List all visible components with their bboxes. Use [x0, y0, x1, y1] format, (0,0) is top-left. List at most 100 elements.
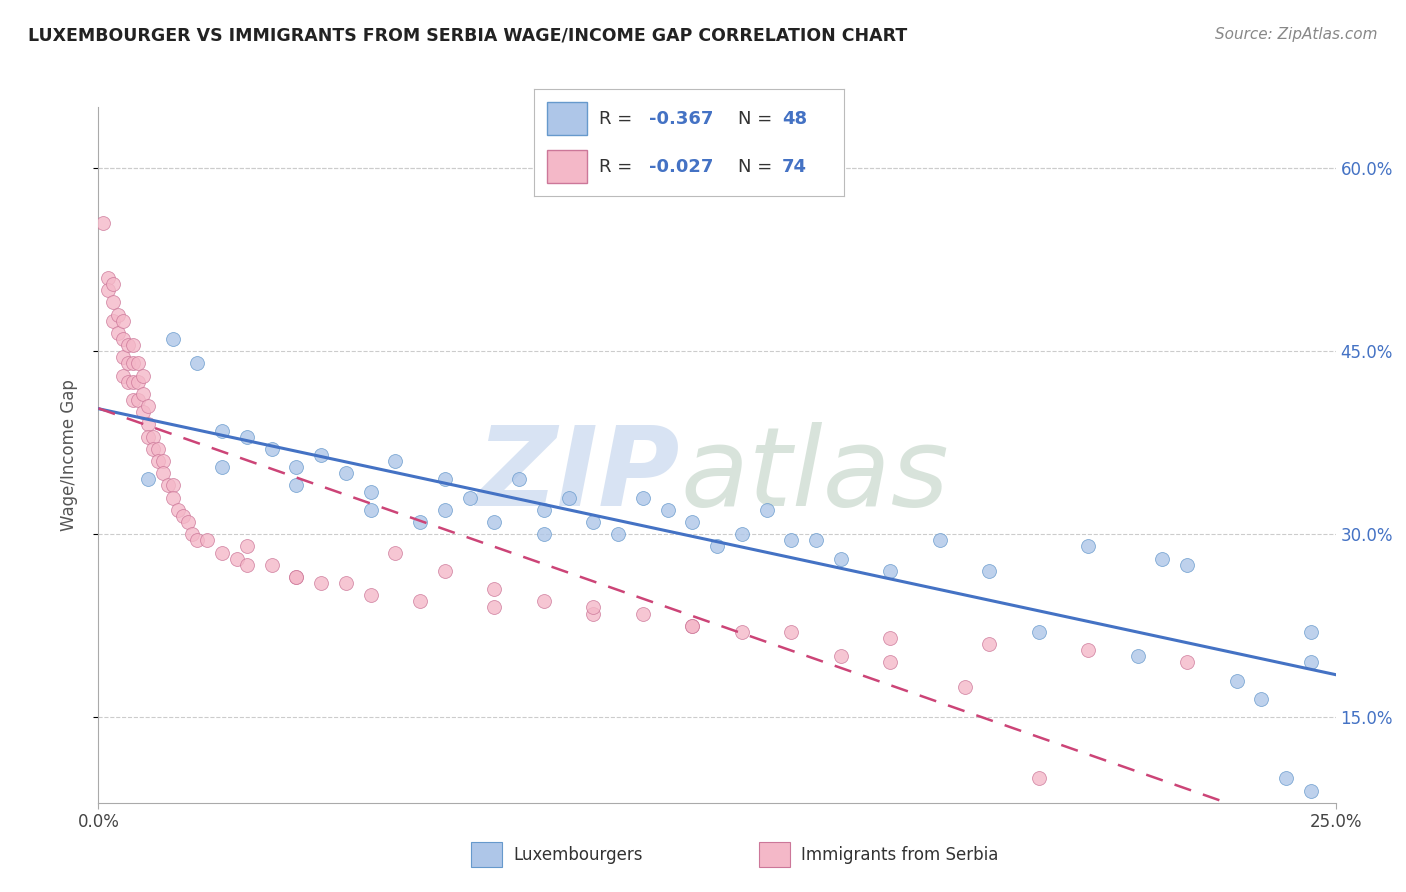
Point [107, 308, 129, 322]
Point [112, 351, 135, 365]
Point [557, 491, 579, 505]
Text: -0.367: -0.367 [648, 110, 713, 128]
Point [112, 368, 135, 383]
Point [830, 551, 852, 566]
Point [409, 594, 432, 608]
Point [1175, 656, 1198, 670]
Point [458, 491, 481, 505]
Point [132, 368, 155, 383]
Point [112, 332, 135, 346]
Point [533, 594, 555, 608]
Point [533, 503, 555, 517]
Point [731, 527, 754, 541]
Point [360, 484, 382, 499]
Point [152, 467, 174, 481]
Point [780, 624, 803, 639]
Point [928, 533, 950, 548]
Point [953, 680, 976, 694]
Point [93, 216, 115, 230]
Text: ZIP: ZIP [477, 422, 681, 529]
Point [122, 392, 145, 407]
Y-axis label: Wage/Income Gap: Wage/Income Gap [59, 379, 77, 531]
Text: atlas: atlas [681, 422, 949, 529]
Point [285, 570, 308, 584]
Point [335, 576, 357, 591]
Point [830, 649, 852, 664]
Point [979, 564, 1001, 578]
Point [156, 478, 179, 492]
Point [136, 399, 159, 413]
Text: Source: ZipAtlas.com: Source: ZipAtlas.com [1215, 27, 1378, 42]
Point [211, 424, 233, 438]
Point [1126, 649, 1149, 664]
Point [979, 637, 1001, 651]
Point [162, 478, 184, 492]
Point [132, 387, 155, 401]
Point [706, 540, 728, 554]
Point [211, 545, 233, 559]
Point [107, 326, 129, 340]
Point [433, 503, 456, 517]
Point [582, 600, 605, 615]
Point [335, 467, 357, 481]
Point [631, 491, 654, 505]
Point [127, 356, 149, 370]
Text: N =: N = [738, 110, 779, 128]
Point [1175, 558, 1198, 572]
Point [142, 442, 165, 456]
Point [136, 417, 159, 432]
Point [181, 527, 204, 541]
Point [285, 570, 308, 584]
Point [309, 448, 332, 462]
Bar [547, 102, 586, 136]
Point [103, 313, 125, 327]
Point [136, 472, 159, 486]
Text: Luxembourgers: Luxembourgers [513, 846, 643, 863]
Point [122, 338, 145, 352]
Point [731, 624, 754, 639]
Point [780, 533, 803, 548]
Point [122, 375, 145, 389]
Point [127, 392, 149, 407]
Text: LUXEMBOURGER VS IMMIGRANTS FROM SERBIA WAGE/INCOME GAP CORRELATION CHART: LUXEMBOURGER VS IMMIGRANTS FROM SERBIA W… [28, 27, 907, 45]
Point [112, 313, 135, 327]
Text: 74: 74 [782, 158, 807, 176]
Point [117, 356, 139, 370]
Point [657, 503, 679, 517]
Point [681, 515, 703, 529]
Point [211, 460, 233, 475]
Point [1077, 643, 1099, 657]
Point [260, 442, 283, 456]
Point [172, 508, 194, 523]
Point [484, 582, 506, 597]
Point [360, 588, 382, 602]
Point [607, 527, 630, 541]
Text: R =: R = [599, 110, 638, 128]
Point [166, 503, 188, 517]
Point [136, 429, 159, 443]
Point [226, 551, 249, 566]
Text: R =: R = [599, 158, 638, 176]
Point [236, 558, 259, 572]
Point [162, 332, 184, 346]
Point [186, 533, 208, 548]
Point [285, 478, 308, 492]
Point [1275, 772, 1298, 786]
Point [117, 375, 139, 389]
Point [1299, 783, 1322, 797]
Bar [547, 150, 586, 184]
Point [384, 454, 406, 468]
Point [1299, 624, 1322, 639]
Point [879, 564, 901, 578]
Point [260, 558, 283, 572]
Point [236, 540, 259, 554]
Point [285, 460, 308, 475]
Point [152, 454, 174, 468]
Point [146, 454, 169, 468]
Point [97, 271, 120, 285]
Point [122, 356, 145, 370]
Point [582, 607, 605, 621]
Text: Immigrants from Serbia: Immigrants from Serbia [801, 846, 998, 863]
Point [146, 442, 169, 456]
Text: -0.027: -0.027 [648, 158, 713, 176]
